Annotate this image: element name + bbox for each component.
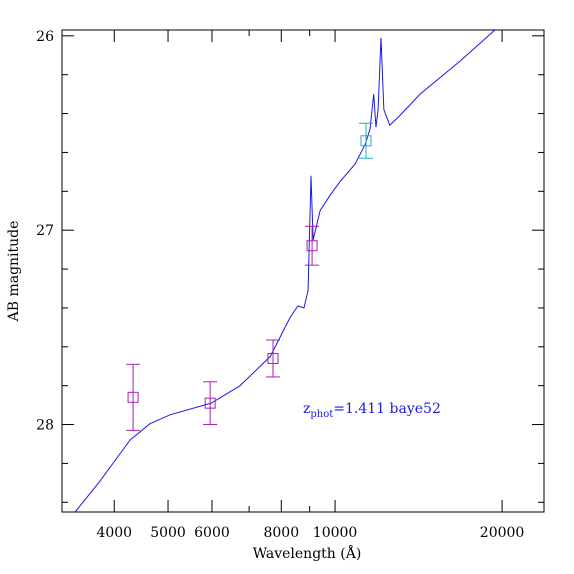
data-point xyxy=(306,240,318,252)
data-point xyxy=(204,397,216,409)
annotation-subscript: phot xyxy=(310,409,333,420)
x-tick-label: 8000 xyxy=(263,525,299,541)
y-tick-label: 27 xyxy=(36,223,54,239)
y-axis-label: AB magnitude xyxy=(6,221,22,323)
x-tick-label: 4000 xyxy=(96,525,132,541)
x-tick-label: 5000 xyxy=(150,525,186,541)
x-axis-label: Wavelength (Å) xyxy=(253,544,362,562)
data-point xyxy=(360,135,372,147)
x-tick-label: 6000 xyxy=(194,525,230,541)
y-tick-label: 28 xyxy=(36,418,54,434)
data-point xyxy=(127,391,139,403)
y-tick-label: 26 xyxy=(36,29,54,45)
annotation: zphot=1.411 baye52 xyxy=(303,401,441,420)
plot-frame xyxy=(61,29,545,513)
data-point xyxy=(267,352,279,364)
annotation-base: z xyxy=(303,401,310,417)
annotation-text: =1.411 baye52 xyxy=(333,401,441,417)
model-line xyxy=(74,30,496,512)
x-tick-label: 10000 xyxy=(313,525,358,541)
x-tick-label: 20000 xyxy=(480,525,525,541)
